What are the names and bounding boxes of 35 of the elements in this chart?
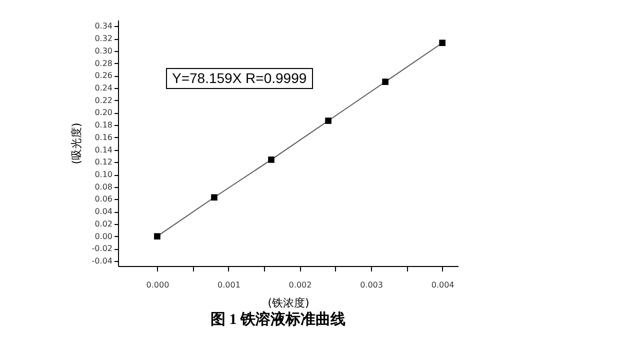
point xyxy=(325,118,332,124)
y-tick-label: 0.24 xyxy=(94,83,112,92)
x-axis-title: (铁浓度) xyxy=(268,296,310,310)
x-tick-label: 0.003 xyxy=(360,280,383,290)
y-tick-label: 0.28 xyxy=(94,58,112,68)
y-tick-label: -0.04 xyxy=(92,256,112,266)
text: 图 1 铁溶液标准曲线 xyxy=(210,310,346,328)
y-tick-label: 0.14 xyxy=(94,145,112,154)
y-tick-label: 0.30 xyxy=(94,46,112,56)
y-tick-label: 0.08 xyxy=(94,182,112,192)
point xyxy=(154,233,160,240)
y-tick-label: 0.02 xyxy=(94,219,112,228)
y-tick-label: 0.18 xyxy=(94,120,112,130)
point xyxy=(382,78,388,85)
y-tick-label: 0.04 xyxy=(94,207,112,216)
x-tick-label: 0.001 xyxy=(218,280,240,290)
y-tick-label: 0.32 xyxy=(94,34,112,44)
y-tick-label: 0.12 xyxy=(94,158,112,167)
y-tick-label: 0.34 xyxy=(94,22,112,31)
x-tick-label: 0.004 xyxy=(431,280,454,290)
y-tick-label: 0.22 xyxy=(94,96,112,105)
y-tick-label: -0.02 xyxy=(92,244,112,254)
y-tick-label: 0.10 xyxy=(94,170,112,180)
y-tick-label: 0.20 xyxy=(94,108,112,118)
point xyxy=(211,194,218,201)
equation-box: Y=78.159X R=0.9999 xyxy=(166,68,313,89)
point xyxy=(439,40,446,46)
x-tick-label: 0.002 xyxy=(288,280,312,290)
y-tick-label: 0.00 xyxy=(94,232,112,241)
point xyxy=(268,156,274,163)
x-tick-label: 0.000 xyxy=(146,280,170,290)
y-tick-label: 0.06 xyxy=(94,194,112,204)
y-tick-label: 0.16 xyxy=(94,132,112,142)
y-tick-label: 0.26 xyxy=(94,71,112,80)
y-axis-title: (吸光度) xyxy=(70,122,83,164)
